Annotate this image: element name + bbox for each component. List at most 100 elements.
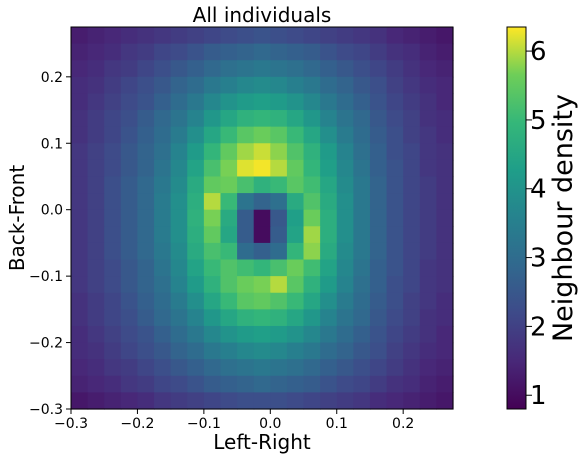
heatmap-cell (187, 27, 205, 45)
colorbar-ticks: 1 2 3 4 5 6 (526, 37, 547, 411)
heatmap-cell (154, 226, 172, 244)
heatmap-cell (187, 43, 205, 61)
heatmap-cell (203, 292, 222, 310)
heatmap-cell (71, 176, 89, 194)
y-axis: −0.3 −0.2 −0.1 0.0 0.1 0.2 (29, 70, 71, 418)
heatmap-cell (137, 76, 155, 95)
heatmap-cell (286, 193, 305, 211)
heatmap-cell (286, 93, 305, 111)
heatmap-cell (419, 375, 437, 393)
heatmap-cell (386, 176, 404, 194)
heatmap-cell (253, 76, 271, 95)
heatmap-cell (303, 93, 321, 111)
heatmap-cell (386, 276, 404, 294)
heatmap-cell (237, 359, 255, 377)
heatmap-cell (353, 325, 371, 344)
heatmap-cell (87, 342, 105, 360)
heatmap-cell (87, 325, 105, 344)
heatmap-cell (87, 276, 105, 294)
heatmap-cell (154, 126, 172, 144)
heatmap-cell (303, 110, 321, 128)
heatmap-cell (170, 292, 188, 310)
heatmap-cell (336, 375, 354, 393)
heatmap-cell (104, 43, 122, 61)
heatmap-cell (419, 176, 437, 194)
heatmap-cell (270, 159, 288, 178)
heatmap-cell (137, 292, 155, 310)
heatmap-cell (270, 209, 288, 227)
y-tick-label: 0.2 (41, 70, 63, 86)
heatmap-cell (419, 259, 437, 277)
heatmap-cell (137, 226, 155, 244)
heatmap-cell (336, 126, 354, 144)
heatmap-cell (104, 375, 122, 393)
heatmap-cell (253, 242, 271, 261)
heatmap-cell (286, 375, 305, 393)
heatmap-cell (320, 110, 338, 128)
heatmap-cell (120, 176, 139, 194)
heatmap-cell (353, 209, 371, 227)
heatmap-cell (237, 176, 255, 194)
heatmap-cell (336, 309, 354, 327)
heatmap-cell (220, 126, 238, 144)
heatmap-cell (154, 292, 172, 310)
heatmap-cell (253, 193, 271, 211)
y-tick-label: −0.3 (29, 402, 63, 418)
heatmap-cell (436, 359, 454, 377)
heatmap-cell (270, 193, 288, 211)
x-tick-label: 0.2 (392, 416, 414, 432)
heatmap-cell (87, 309, 105, 327)
heatmap-cell (320, 209, 338, 227)
heatmap-cell (71, 126, 89, 144)
heatmap-cell (336, 209, 354, 227)
heatmap-cell (436, 209, 454, 227)
heatmap-cell (436, 93, 454, 111)
heatmap-cell (253, 93, 271, 111)
heatmap-cell (353, 226, 371, 244)
heatmap-cell (120, 93, 139, 111)
heatmap-cell (286, 292, 305, 310)
heatmap-cell (303, 375, 321, 393)
heatmap-cell (303, 176, 321, 194)
heatmap-cell (303, 359, 321, 377)
heatmap-cell (270, 126, 288, 144)
heatmap-cell (403, 392, 421, 410)
heatmap-cell (187, 259, 205, 277)
heatmap-cell (71, 276, 89, 294)
heatmap-cell (187, 342, 205, 360)
heatmap-cell (220, 76, 238, 95)
heatmap-cell (170, 242, 188, 261)
heatmap-cell (187, 276, 205, 294)
heatmap-cell (237, 126, 255, 144)
heatmap-cell (154, 76, 172, 95)
heatmap-cell (320, 242, 338, 261)
heatmap-cell (386, 60, 404, 78)
heatmap-cell (386, 193, 404, 211)
heatmap-cell (403, 159, 421, 178)
heatmap-cell (237, 242, 255, 261)
heatmap-cell (253, 209, 271, 227)
heatmap-cell (419, 276, 437, 294)
x-axis-label: Left-Right (213, 430, 311, 454)
heatmap-cell (71, 110, 89, 128)
heatmap-cell (104, 276, 122, 294)
heatmap-cell (237, 325, 255, 344)
heatmap-cell (120, 27, 139, 45)
heatmap-cell (203, 242, 222, 261)
heatmap-cell (286, 209, 305, 227)
heatmap-cell (386, 226, 404, 244)
x-tick-label: −0.2 (120, 416, 154, 432)
colorbar-label: Neighbour density (548, 94, 579, 342)
heatmap-cell (154, 242, 172, 261)
heatmap-cell (436, 276, 454, 294)
heatmap-cell (154, 159, 172, 178)
heatmap-cell (104, 292, 122, 310)
heatmap-cell (71, 392, 89, 410)
heatmap-cell (237, 110, 255, 128)
heatmap-cell (303, 76, 321, 95)
heatmap-cell (71, 209, 89, 227)
heatmap-cell (154, 176, 172, 194)
heatmap-cell (303, 392, 321, 410)
heatmap-cell (353, 375, 371, 393)
heatmap-cell (320, 93, 338, 111)
